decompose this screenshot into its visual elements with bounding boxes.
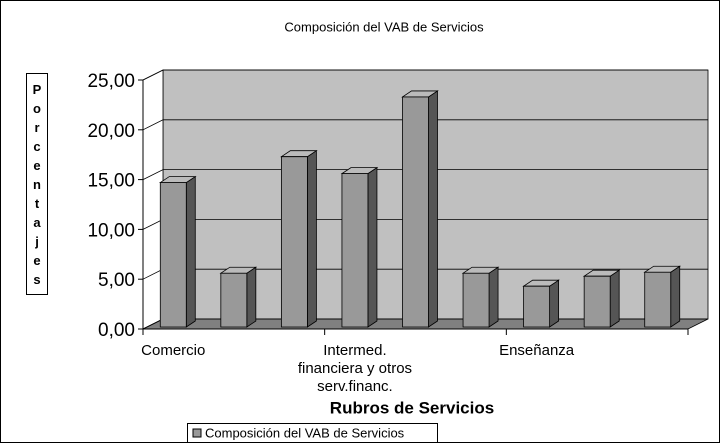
x-axis-title: Rubros de Servicios [330,398,494,417]
bar-side [428,90,438,328]
y-axis-title: Porcentajes [32,82,42,287]
bar [643,265,682,328]
grid-line [142,169,708,180]
y-tick-label: 15,00 [87,171,135,192]
bar-side [549,279,560,328]
bar-front [523,285,551,328]
legend-box [187,423,438,443]
bar-front [644,271,672,328]
x-tick-label: Comercio [141,342,206,359]
chart-title: Composición del VAB de Servicios [284,19,484,34]
bar-side [367,166,378,328]
bar [522,279,560,328]
bar-front [402,96,429,328]
bar-front [583,275,611,328]
bar [401,90,439,328]
x-tick-label: Enseñanza [499,342,575,359]
bar-front [280,156,308,328]
y-tick-label: 0,00 [98,320,135,341]
grid-line [142,69,708,81]
bar-side [185,175,196,328]
grid-line [142,119,708,131]
bar-front [462,272,490,328]
bar-front [341,173,369,328]
y-tick-label: 10,00 [87,220,135,241]
bar-front [220,272,248,328]
bar [158,175,197,328]
bar-side [306,149,317,328]
bar-front [159,182,187,328]
y-axis-title-box: Porcentajes [26,73,48,295]
bar [582,269,621,328]
bar [219,266,258,328]
legend-label: Composición del VAB de Servicios [205,425,405,440]
bar [280,149,318,328]
x-tick-label: Intermed. financiera y otros serv.financ… [297,342,413,395]
bar-side [609,269,620,328]
bar-side [246,266,257,328]
bar-side [670,265,681,328]
bar [340,166,379,328]
y-tick-label: 25,00 [87,71,135,92]
y-tick-label: 20,00 [87,121,135,142]
legend-swatch [192,428,202,438]
y-tick-label: 5,00 [98,270,135,291]
bar [461,266,500,328]
bar-side [488,266,499,328]
